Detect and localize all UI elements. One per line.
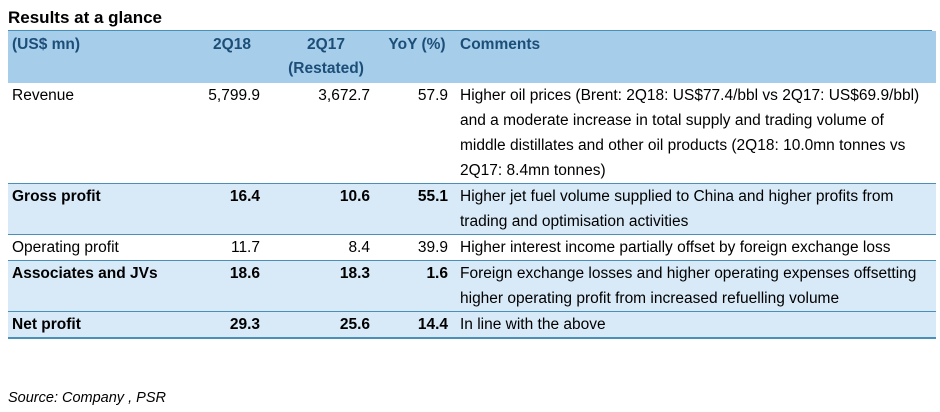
value-yoy: 39.9 xyxy=(378,234,456,261)
results-table: (US$ mn) 2Q18 2Q17 (Restated) YoY (%) Co… xyxy=(8,31,936,339)
value-yoy: 57.9 xyxy=(378,83,456,184)
header-2q17-note: (Restated) xyxy=(288,60,364,77)
table-row-revenue: Revenue 5,799.9 3,672.7 57.9 Higher oil … xyxy=(8,83,936,184)
value-2q17: 18.3 xyxy=(274,260,378,312)
source-note: Source: Company , PSR xyxy=(8,390,166,406)
row-label: Associates and JVs xyxy=(8,260,190,312)
header-2q18: 2Q18 xyxy=(190,31,274,83)
table-row-net-profit: Net profit 29.3 25.6 14.4 In line with t… xyxy=(8,311,936,339)
row-comment: Higher jet fuel volume supplied to China… xyxy=(456,183,936,235)
value-yoy: 14.4 xyxy=(378,311,456,339)
value-2q18: 11.7 xyxy=(190,234,274,261)
value-2q17: 10.6 xyxy=(274,183,378,235)
table-row-gross-profit: Gross profit 16.4 10.6 55.1 Higher jet f… xyxy=(8,183,936,235)
table-row-operating-profit: Operating profit 11.7 8.4 39.9 Higher in… xyxy=(8,234,936,261)
value-2q17: 3,672.7 xyxy=(274,83,378,184)
value-2q18: 16.4 xyxy=(190,183,274,235)
page-title: Results at a glance xyxy=(8,5,932,31)
table-header-row: (US$ mn) 2Q18 2Q17 (Restated) YoY (%) Co… xyxy=(8,31,936,83)
table-row-associates-jvs: Associates and JVs 18.6 18.3 1.6 Foreign… xyxy=(8,260,936,312)
row-label: Operating profit xyxy=(8,234,190,261)
value-yoy: 55.1 xyxy=(378,183,456,235)
value-2q17: 8.4 xyxy=(274,234,378,261)
header-2q17-label: 2Q17 xyxy=(307,36,345,53)
value-2q18: 29.3 xyxy=(190,311,274,339)
value-2q17: 25.6 xyxy=(274,311,378,339)
value-2q18: 5,799.9 xyxy=(190,83,274,184)
header-2q17: 2Q17 (Restated) xyxy=(274,31,378,83)
row-label: Net profit xyxy=(8,311,190,339)
row-comment: Higher interest income partially offset … xyxy=(456,234,936,261)
value-2q18: 18.6 xyxy=(190,260,274,312)
header-label: (US$ mn) xyxy=(8,31,190,83)
header-yoy: YoY (%) xyxy=(378,31,456,83)
header-comments: Comments xyxy=(456,31,936,83)
row-comment: Higher oil prices (Brent: 2Q18: US$77.4/… xyxy=(456,83,936,184)
row-comment: Foreign exchange losses and higher opera… xyxy=(456,260,936,312)
row-comment: In line with the above xyxy=(456,311,936,339)
row-label: Gross profit xyxy=(8,183,190,235)
value-yoy: 1.6 xyxy=(378,260,456,312)
row-label: Revenue xyxy=(8,83,190,184)
